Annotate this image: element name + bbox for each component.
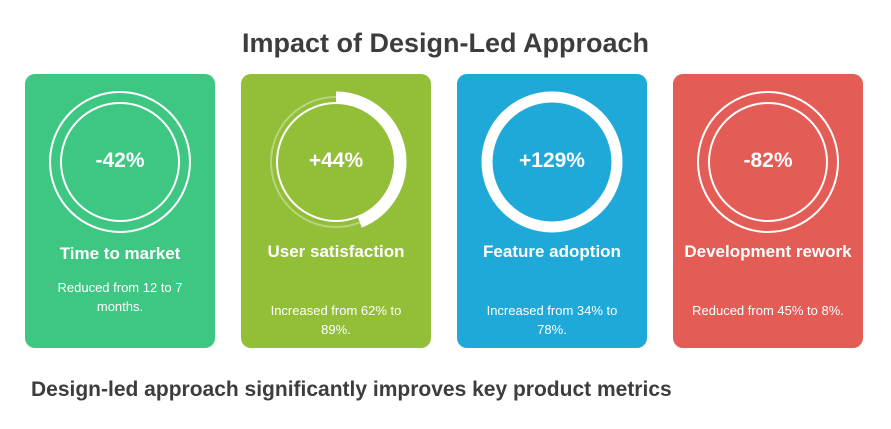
card-title: Development rework [684,242,852,261]
card-description: Reduced from 12 to 7 months. [57,280,183,314]
card-development-rework: -82% Development rework Reduced from 45%… [673,74,863,348]
ring-gauge [481,91,623,233]
card-title: Feature adoption [483,242,621,261]
card-description: Increased from 34% to 78%. [486,303,618,337]
metric-value: +44% [308,149,364,172]
card-description: Reduced from 45% to 8%. [692,303,844,318]
ring-gauge [697,91,839,233]
card-feature-adoption: +129% Feature adoption Increased from 34… [457,74,647,348]
card-title: User satisfaction [267,242,405,261]
card-title: Time to market [59,244,181,263]
card-description: Increased from 62% to 89%. [270,303,402,337]
metric-value: +129% [519,149,585,172]
card-time-to-market: -42% Time to market Reduced from 12 to 7… [25,74,215,348]
card-user-satisfaction: +44% User satisfaction Increased from 62… [241,74,431,348]
ring-gauge [265,91,407,233]
summary-text: Design-led approach significantly improv… [31,378,672,401]
progress-arc [265,91,407,233]
metric-value: -82% [743,149,793,172]
metric-value: -42% [95,149,145,172]
ring-gauge [49,91,191,233]
progress-arc [481,91,623,233]
page-title: Impact of Design-Led Approach [241,28,650,58]
